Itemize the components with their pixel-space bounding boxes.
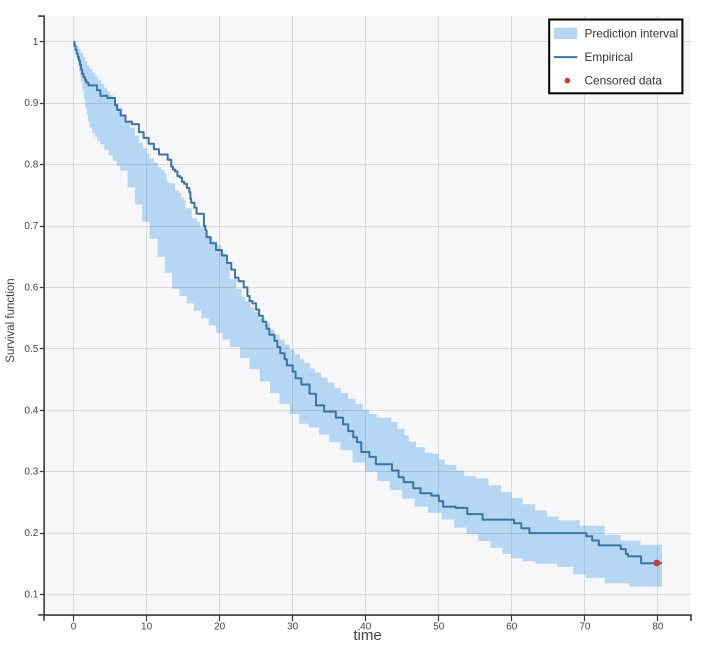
svg-text:0.3: 0.3 (24, 467, 38, 478)
svg-text:80: 80 (652, 622, 664, 633)
svg-text:50: 50 (433, 622, 445, 633)
svg-text:70: 70 (579, 622, 591, 633)
svg-text:Empirical: Empirical (585, 50, 634, 64)
svg-text:40: 40 (360, 622, 372, 633)
svg-text:60: 60 (506, 622, 518, 633)
svg-text:0.2: 0.2 (24, 528, 38, 539)
svg-text:0.9: 0.9 (24, 98, 38, 109)
svg-text:Censored data: Censored data (585, 74, 663, 88)
svg-text:0.6: 0.6 (24, 282, 38, 293)
svg-text:0.7: 0.7 (24, 221, 38, 232)
svg-text:1: 1 (33, 37, 39, 48)
svg-text:20: 20 (214, 622, 226, 633)
svg-text:0: 0 (71, 622, 77, 633)
svg-text:time: time (353, 627, 381, 644)
svg-text:0.5: 0.5 (24, 344, 38, 355)
svg-text:Prediction interval: Prediction interval (585, 26, 679, 40)
svg-text:10: 10 (141, 622, 153, 633)
svg-text:0.8: 0.8 (24, 160, 38, 171)
svg-text:0.4: 0.4 (24, 405, 38, 416)
svg-text:Survival function: Survival function (5, 278, 17, 362)
svg-text:0.1: 0.1 (24, 590, 38, 601)
svg-text:30: 30 (287, 622, 299, 633)
